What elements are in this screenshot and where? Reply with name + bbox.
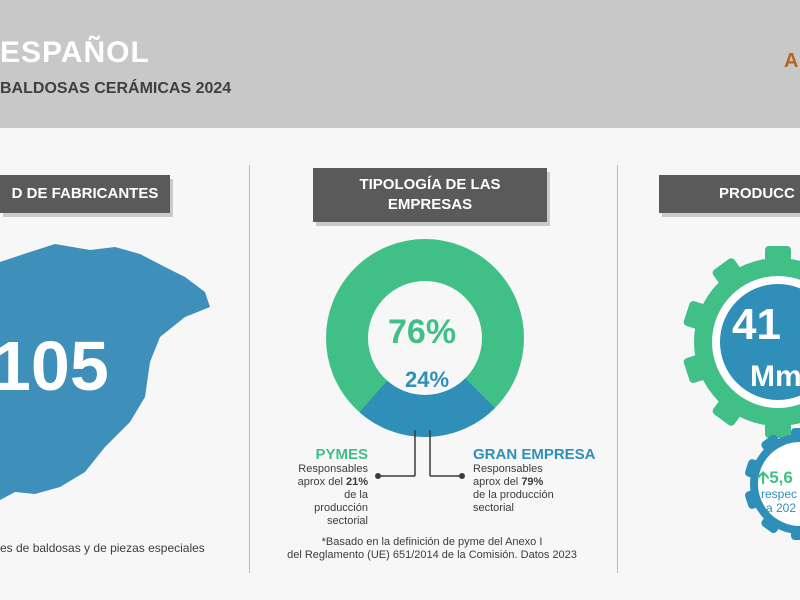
tipologia-label-line2: EMPRESAS xyxy=(387,196,473,213)
tipologia-footnote: *Basado en la definición de pyme del Ane… xyxy=(262,536,602,562)
pymes-desc-1: Responsables xyxy=(298,463,368,475)
spain-map-icon: 105 xyxy=(0,244,210,500)
tipologia-donut-chart xyxy=(326,239,524,437)
pymes-desc-2: aprox del 21% xyxy=(290,476,368,489)
header-subtitle: BALDOSAS CERÁMICAS 2024 xyxy=(0,80,232,97)
tipologia-label: TIPOLOGÍA DE LAS EMPRESAS xyxy=(313,168,547,222)
produccion-value: 41 xyxy=(732,300,781,349)
gran-desc-3: de la producción xyxy=(473,489,554,501)
tipologia-label-line1: TIPOLOGÍA DE LAS xyxy=(359,176,501,193)
fabricantes-label-text: D DE FABRICANTES xyxy=(11,185,159,202)
footnote-line-1: *Basado en la definición de pyme del Ane… xyxy=(321,536,543,548)
produccion-label-text: PRODUCC xyxy=(719,185,795,202)
gran-percent: 24% xyxy=(405,367,450,392)
pymes-desc-4: sectorial xyxy=(327,515,368,527)
small-gear-icon xyxy=(744,428,800,540)
connector-line-gran xyxy=(430,473,465,479)
footnote-line-2: del Reglamento (UE) 651/2014 de la Comis… xyxy=(287,549,577,561)
produccion-change-line3: a 202 xyxy=(766,501,797,515)
gear-tooth xyxy=(712,399,742,426)
pymes-block: PYMES Responsables aprox del 21% de la p… xyxy=(290,446,368,528)
gear-icon xyxy=(683,246,800,438)
arrow-up-icon: 🡩 xyxy=(757,468,770,487)
produccion-unit: Mm xyxy=(750,360,800,393)
connector-lines xyxy=(375,430,431,479)
gran-desc-2a: aprox del xyxy=(473,476,522,488)
gran-title: GRAN EMPRESA xyxy=(473,446,596,463)
produccion-change-text: respec a 202 xyxy=(761,487,797,515)
pymes-desc-2a: aprox del xyxy=(297,476,346,488)
fabricantes-number: 105 xyxy=(0,327,109,405)
header-title: ESPAÑOL xyxy=(0,36,150,69)
pymes-desc-3: de la producción xyxy=(314,489,368,514)
column-divider xyxy=(617,165,618,573)
gran-block: GRAN EMPRESA Responsables aprox del 79% … xyxy=(473,446,603,515)
pymes-desc-2b: 21% xyxy=(345,476,368,488)
brand-logo: A xyxy=(784,50,799,72)
column-divider xyxy=(249,165,250,573)
gran-desc-2b: 79% xyxy=(521,476,544,488)
pymes-percent: 76% xyxy=(388,313,457,351)
fabricantes-caption: es de baldosas y de piezas especiales xyxy=(0,541,205,555)
fabricantes-label: D DE FABRICANTES xyxy=(0,175,170,213)
pymes-title: PYMES xyxy=(315,446,368,463)
gran-desc-1: Responsables xyxy=(473,463,543,475)
donut-segment-gran xyxy=(326,239,524,437)
gran-desc-2: aprox del 79% xyxy=(473,476,603,489)
gran-desc-4: sectorial xyxy=(473,502,514,514)
header-band: ESPAÑOL BALDOSAS CERÁMICAS 2024 A xyxy=(0,0,800,128)
produccion-change: 🡩5,6 xyxy=(757,465,793,494)
gear-tooth xyxy=(712,258,742,285)
produccion-change-value: 5,6 xyxy=(769,468,793,487)
produccion-change-line2: respec xyxy=(761,487,798,501)
produccion-label: PRODUCC xyxy=(659,175,800,213)
